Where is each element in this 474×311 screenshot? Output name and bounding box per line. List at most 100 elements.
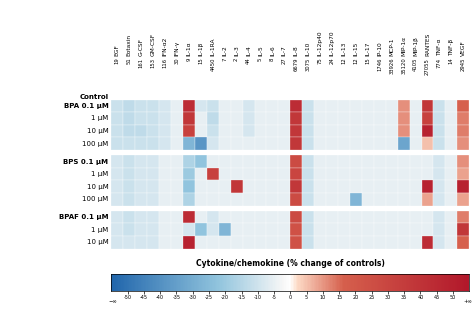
- Bar: [410, 155, 421, 168]
- Bar: [123, 224, 135, 236]
- Bar: [362, 137, 374, 150]
- Bar: [183, 224, 195, 236]
- Text: 10 μM: 10 μM: [87, 239, 109, 245]
- Bar: [314, 137, 326, 150]
- Bar: [362, 180, 374, 193]
- Bar: [350, 224, 362, 236]
- Bar: [135, 224, 147, 236]
- Bar: [386, 112, 398, 125]
- Bar: [219, 137, 231, 150]
- Text: 2945: 2945: [461, 58, 466, 71]
- Bar: [446, 100, 457, 112]
- Bar: [147, 180, 159, 193]
- Text: 153: 153: [151, 58, 155, 68]
- Bar: [374, 168, 386, 180]
- Bar: [314, 193, 326, 206]
- Bar: [266, 193, 278, 206]
- Text: IL-12p40: IL-12p40: [318, 30, 323, 56]
- Bar: [255, 211, 266, 224]
- Text: IL-3: IL-3: [234, 45, 239, 56]
- Bar: [433, 224, 446, 236]
- Bar: [266, 155, 278, 168]
- Bar: [350, 168, 362, 180]
- Bar: [421, 193, 433, 206]
- Bar: [255, 224, 266, 236]
- Bar: [171, 137, 183, 150]
- Bar: [350, 211, 362, 224]
- Bar: [302, 137, 314, 150]
- Text: 30: 30: [174, 58, 180, 64]
- Bar: [374, 100, 386, 112]
- Bar: [135, 100, 147, 112]
- Bar: [433, 112, 446, 125]
- Bar: [111, 180, 123, 193]
- Bar: [278, 211, 290, 224]
- Text: +∞: +∞: [463, 299, 472, 304]
- Bar: [302, 180, 314, 193]
- Bar: [433, 168, 446, 180]
- Text: Cytokine/chemokine (% change of controls): Cytokine/chemokine (% change of controls…: [196, 259, 385, 268]
- Bar: [302, 236, 314, 249]
- Bar: [171, 125, 183, 137]
- Bar: [290, 137, 302, 150]
- Text: 9: 9: [186, 58, 191, 61]
- Text: IP-10: IP-10: [377, 41, 383, 56]
- Bar: [123, 125, 135, 137]
- Bar: [290, 155, 302, 168]
- Bar: [147, 100, 159, 112]
- Bar: [457, 137, 469, 150]
- Bar: [135, 125, 147, 137]
- Bar: [207, 125, 219, 137]
- Bar: [386, 224, 398, 236]
- Text: MCP-1: MCP-1: [389, 37, 394, 56]
- Bar: [421, 236, 433, 249]
- Bar: [302, 155, 314, 168]
- Bar: [183, 112, 195, 125]
- Bar: [457, 100, 469, 112]
- Bar: [243, 112, 255, 125]
- Text: IFN-α2: IFN-α2: [163, 36, 168, 56]
- Text: 774: 774: [437, 58, 442, 68]
- Bar: [290, 100, 302, 112]
- Bar: [243, 155, 255, 168]
- Text: IL-6: IL-6: [270, 45, 275, 56]
- Bar: [374, 236, 386, 249]
- Bar: [111, 125, 123, 137]
- Bar: [171, 180, 183, 193]
- Text: IFN-γ: IFN-γ: [174, 40, 180, 56]
- Bar: [183, 137, 195, 150]
- Bar: [159, 224, 171, 236]
- Text: 8: 8: [270, 58, 275, 61]
- Bar: [410, 211, 421, 224]
- Bar: [231, 125, 243, 137]
- Bar: [135, 168, 147, 180]
- Text: BPS 0.1 μM: BPS 0.1 μM: [64, 159, 109, 165]
- Bar: [147, 125, 159, 137]
- Text: IL-5: IL-5: [258, 45, 263, 56]
- Bar: [398, 168, 410, 180]
- Bar: [338, 137, 350, 150]
- Bar: [398, 236, 410, 249]
- Text: Eotaxin: Eotaxin: [127, 34, 132, 56]
- Bar: [183, 100, 195, 112]
- Bar: [433, 155, 446, 168]
- Text: 14: 14: [449, 58, 454, 64]
- Text: RANTES: RANTES: [425, 32, 430, 56]
- Bar: [302, 193, 314, 206]
- Bar: [421, 125, 433, 137]
- Bar: [171, 155, 183, 168]
- Bar: [183, 211, 195, 224]
- Text: 5: 5: [258, 58, 263, 61]
- Bar: [278, 224, 290, 236]
- Bar: [398, 211, 410, 224]
- Bar: [231, 224, 243, 236]
- Bar: [111, 224, 123, 236]
- Bar: [159, 155, 171, 168]
- Bar: [302, 211, 314, 224]
- Bar: [159, 168, 171, 180]
- Text: MIP-1α: MIP-1α: [401, 36, 406, 56]
- Bar: [278, 236, 290, 249]
- Bar: [338, 112, 350, 125]
- Text: 4105: 4105: [413, 58, 418, 71]
- Bar: [255, 137, 266, 150]
